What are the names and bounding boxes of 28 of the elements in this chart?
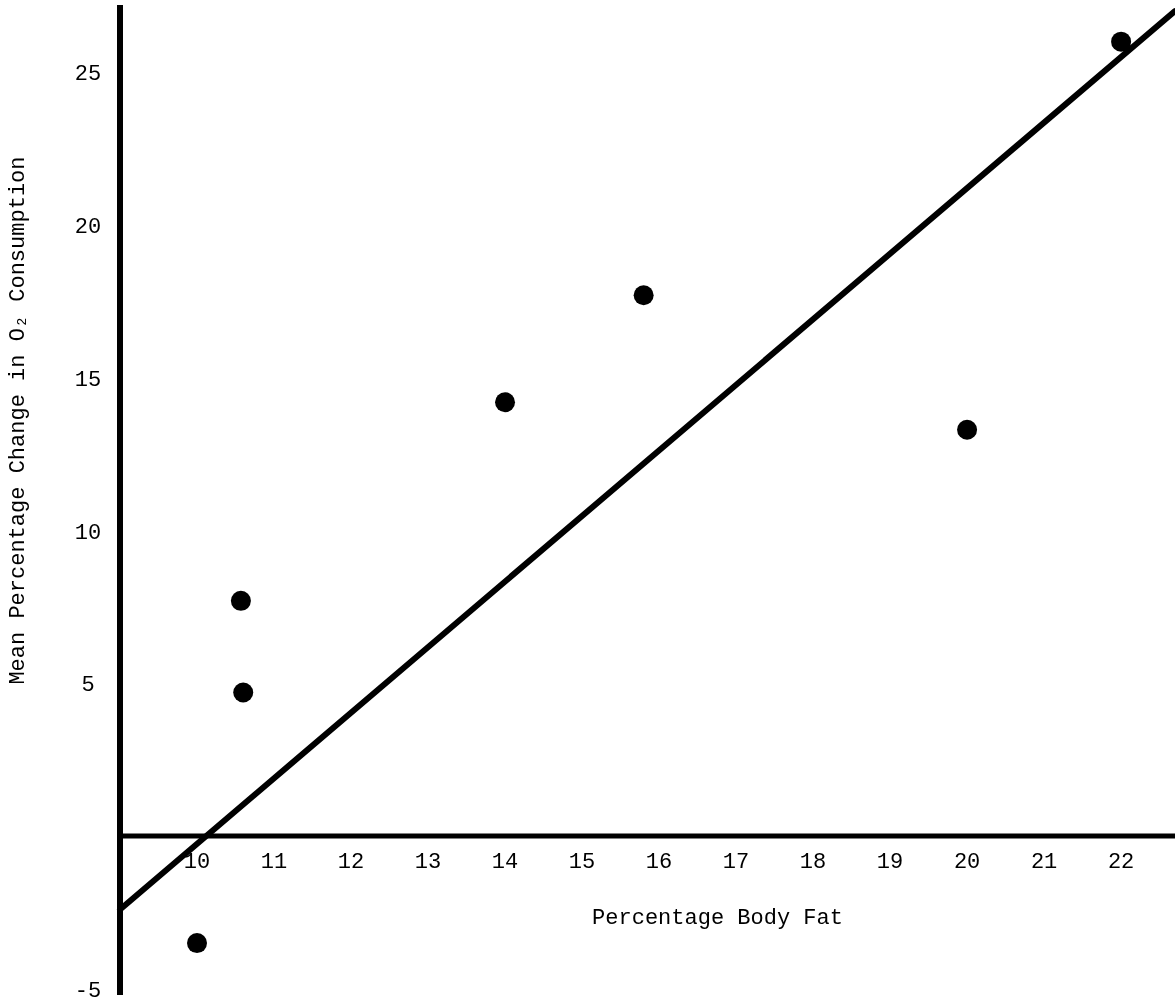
x-tick-label: 17 <box>722 850 750 876</box>
x-tick-label: 16 <box>645 850 673 876</box>
x-axis-title: Percentage Body Fat <box>592 906 843 932</box>
x-tick-label: 12 <box>337 850 365 876</box>
x-tick-label: 18 <box>799 850 827 876</box>
x-tick-label: 13 <box>414 850 442 876</box>
y-tick-label: 25 <box>74 62 102 88</box>
point <box>233 682 254 703</box>
point <box>1111 31 1132 52</box>
y-axis-title: Mean Percentage Change in O₂ Consumption <box>6 156 31 685</box>
y-tick-label: 5 <box>81 673 95 699</box>
y-tick-label: 20 <box>74 215 102 240</box>
point <box>957 419 978 440</box>
x-tick-label: 11 <box>260 850 288 876</box>
x-tick-label: 14 <box>491 850 519 876</box>
x-tick-label: 20 <box>953 850 981 876</box>
x-tick-label: 22 <box>1107 850 1135 876</box>
point <box>230 590 251 611</box>
x-tick-label: 19 <box>876 850 904 876</box>
x-tick-label: 21 <box>1030 850 1058 876</box>
point <box>633 285 654 306</box>
y-tick-label: 15 <box>74 367 102 393</box>
y-tick-label: -5 <box>74 978 102 1002</box>
x-tick-label: 15 <box>568 850 596 876</box>
x-tick-label: 10 <box>183 850 211 876</box>
point <box>187 933 208 954</box>
y-tick-label: 10 <box>74 520 102 546</box>
point <box>495 392 516 413</box>
